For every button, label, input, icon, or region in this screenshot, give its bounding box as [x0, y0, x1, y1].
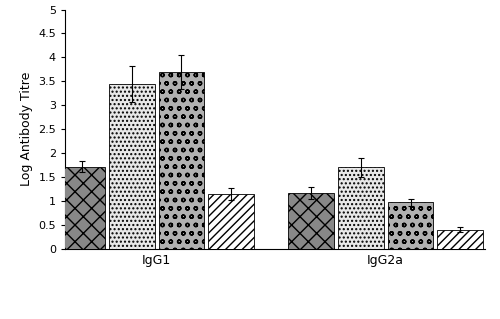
Bar	[388, 203, 434, 249]
Legend: CHNP-HB, LTA-CHNP-HB, Alum-HB-IM, HB-Oral: CHNP-HB, LTA-CHNP-HB, Alum-HB-IM, HB-Ora…	[124, 317, 426, 319]
Y-axis label: Log Antibody Titre: Log Antibody Titre	[20, 72, 32, 186]
Bar	[208, 194, 254, 249]
Bar	[158, 72, 204, 249]
Bar	[338, 167, 384, 249]
Bar	[438, 230, 483, 249]
Bar	[288, 193, 334, 249]
Bar	[109, 84, 154, 249]
Bar	[60, 167, 105, 249]
